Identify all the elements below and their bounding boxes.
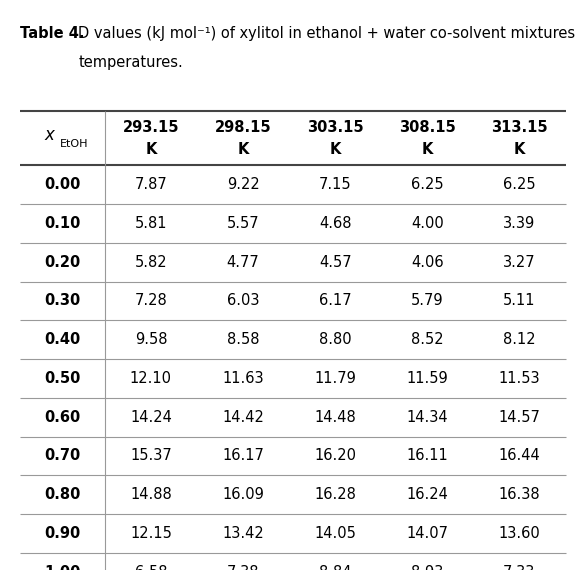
Text: 0.70: 0.70 [45,449,81,463]
Text: D values (kJ mol⁻¹) of xylitol in ethanol + water co-solvent mixtures at several: D values (kJ mol⁻¹) of xylitol in ethano… [78,26,580,40]
Text: 313.15: 313.15 [491,120,548,135]
Text: 12.15: 12.15 [130,526,172,541]
Text: $\mathit{x}$: $\mathit{x}$ [44,127,57,144]
Text: 0.20: 0.20 [45,255,81,270]
Text: 9.22: 9.22 [227,177,259,192]
Text: 8.12: 8.12 [503,332,536,347]
Text: 7.87: 7.87 [135,177,167,192]
Text: K: K [422,141,433,157]
Text: 4.57: 4.57 [319,255,351,270]
Text: 9.58: 9.58 [135,332,167,347]
Text: 293.15: 293.15 [122,120,179,135]
Text: 5.81: 5.81 [135,216,167,231]
Text: 13.60: 13.60 [499,526,541,541]
Text: 0.90: 0.90 [45,526,81,541]
Text: 0.80: 0.80 [44,487,81,502]
Text: 5.57: 5.57 [227,216,259,231]
Text: 0.60: 0.60 [45,410,81,425]
Text: 0.10: 0.10 [44,216,81,231]
Text: 3.27: 3.27 [503,255,536,270]
Text: 6.03: 6.03 [227,294,259,308]
Text: 5.11: 5.11 [503,294,536,308]
Text: 4.77: 4.77 [227,255,259,270]
Text: 16.28: 16.28 [314,487,356,502]
Text: 11.53: 11.53 [499,371,540,386]
Text: 8.52: 8.52 [411,332,444,347]
Text: 0.00: 0.00 [44,177,81,192]
Text: EtOH: EtOH [60,139,88,149]
Text: K: K [329,141,341,157]
Text: 14.57: 14.57 [498,410,541,425]
Text: 8.80: 8.80 [319,332,351,347]
Text: 3.39: 3.39 [503,216,535,231]
Text: 4.68: 4.68 [319,216,351,231]
Text: 8.93: 8.93 [411,565,444,570]
Text: 12.10: 12.10 [130,371,172,386]
Text: 16.24: 16.24 [407,487,448,502]
Text: 16.17: 16.17 [222,449,264,463]
Text: 16.11: 16.11 [407,449,448,463]
Text: 11.59: 11.59 [407,371,448,386]
Text: temperatures.: temperatures. [78,55,183,70]
Text: 6.17: 6.17 [319,294,351,308]
Text: 7.38: 7.38 [227,565,259,570]
Text: 14.34: 14.34 [407,410,448,425]
Text: 6.25: 6.25 [503,177,536,192]
Text: 298.15: 298.15 [215,120,271,135]
Text: 16.38: 16.38 [499,487,540,502]
Text: 13.42: 13.42 [222,526,264,541]
Text: K: K [237,141,249,157]
Text: 5.79: 5.79 [411,294,444,308]
Text: K: K [145,141,157,157]
Text: 14.07: 14.07 [407,526,448,541]
Text: 15.37: 15.37 [130,449,172,463]
Text: 16.09: 16.09 [222,487,264,502]
Text: 16.44: 16.44 [499,449,541,463]
Text: Table 4.: Table 4. [20,26,85,40]
Text: 0.40: 0.40 [45,332,81,347]
Text: 5.82: 5.82 [135,255,167,270]
Text: 8.58: 8.58 [227,332,259,347]
Text: 14.48: 14.48 [314,410,356,425]
Text: 4.00: 4.00 [411,216,444,231]
Text: 1.00: 1.00 [44,565,81,570]
Text: 14.24: 14.24 [130,410,172,425]
Text: K: K [514,141,525,157]
Text: 16.20: 16.20 [314,449,356,463]
Text: 0.30: 0.30 [45,294,81,308]
Text: 308.15: 308.15 [399,120,456,135]
Text: 0.50: 0.50 [44,371,81,386]
Text: 11.79: 11.79 [314,371,356,386]
Text: 8.84: 8.84 [319,565,351,570]
Text: 6.25: 6.25 [411,177,444,192]
Text: 303.15: 303.15 [307,120,364,135]
Text: 4.06: 4.06 [411,255,444,270]
Text: 14.05: 14.05 [314,526,356,541]
Text: 7.33: 7.33 [503,565,535,570]
Text: 7.28: 7.28 [135,294,167,308]
Text: 14.88: 14.88 [130,487,172,502]
Text: 6.58: 6.58 [135,565,167,570]
Text: 7.15: 7.15 [319,177,351,192]
Text: 11.63: 11.63 [222,371,264,386]
Text: 14.42: 14.42 [222,410,264,425]
